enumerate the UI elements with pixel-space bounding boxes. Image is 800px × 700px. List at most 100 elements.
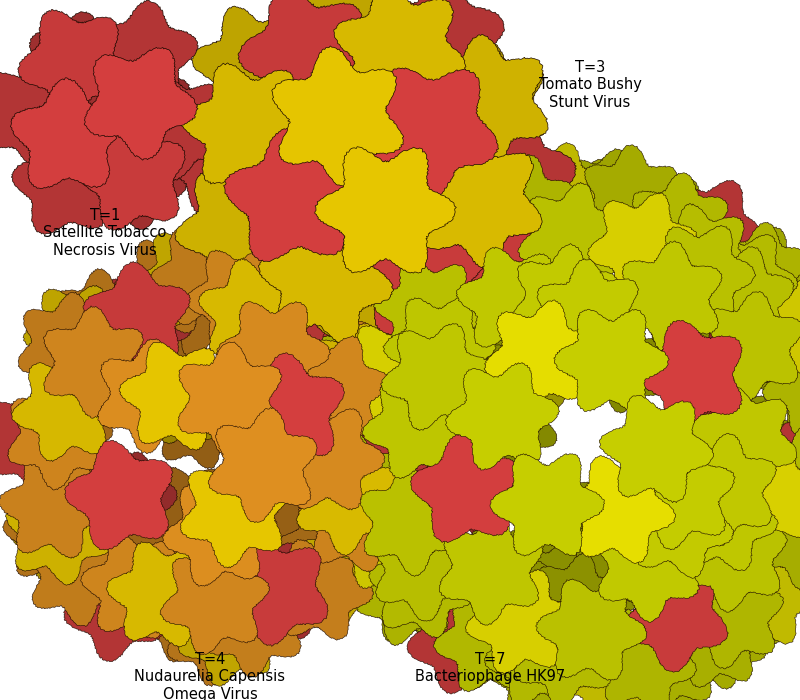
Polygon shape [404,181,504,284]
Polygon shape [204,569,302,678]
Polygon shape [86,452,178,545]
Polygon shape [730,281,800,382]
Polygon shape [250,0,366,111]
Polygon shape [174,164,307,290]
Polygon shape [142,467,238,554]
Polygon shape [478,158,574,260]
Polygon shape [386,267,485,358]
Polygon shape [466,569,576,674]
Polygon shape [730,448,800,547]
Polygon shape [424,34,548,169]
Polygon shape [743,481,800,578]
Polygon shape [312,431,412,521]
Polygon shape [0,456,108,559]
Polygon shape [327,485,435,589]
Polygon shape [562,456,676,564]
Polygon shape [649,204,755,312]
Polygon shape [687,566,782,668]
Polygon shape [584,164,679,265]
Polygon shape [404,302,492,400]
Polygon shape [370,478,468,569]
Polygon shape [558,525,654,614]
Text: T=7
Bacteriophage HK97: T=7 Bacteriophage HK97 [415,652,565,685]
Polygon shape [18,292,118,398]
Polygon shape [198,258,306,369]
Polygon shape [514,598,615,700]
Polygon shape [354,207,486,335]
Polygon shape [138,225,243,326]
Polygon shape [555,172,656,262]
Polygon shape [291,0,408,83]
Polygon shape [398,337,494,424]
Polygon shape [636,321,742,429]
Polygon shape [473,155,574,261]
Polygon shape [756,485,800,590]
Polygon shape [224,228,345,353]
Polygon shape [382,538,472,638]
Polygon shape [11,130,117,234]
Polygon shape [446,210,542,302]
Polygon shape [367,217,485,334]
Polygon shape [18,10,128,119]
Polygon shape [689,385,797,496]
Polygon shape [599,395,714,503]
Polygon shape [439,512,543,625]
Polygon shape [222,539,328,646]
Polygon shape [387,206,489,302]
Polygon shape [470,374,557,468]
Polygon shape [412,134,542,270]
Polygon shape [484,300,596,411]
Polygon shape [305,341,412,438]
Polygon shape [358,220,453,326]
Polygon shape [266,539,374,640]
Polygon shape [246,146,358,260]
Polygon shape [289,62,401,178]
Polygon shape [534,190,623,289]
Polygon shape [509,143,609,246]
Polygon shape [622,468,734,578]
Polygon shape [14,389,114,484]
Polygon shape [334,0,466,117]
Polygon shape [590,609,697,700]
Polygon shape [439,196,543,302]
Polygon shape [114,314,211,402]
Polygon shape [54,269,147,372]
Polygon shape [712,550,800,644]
Polygon shape [620,609,724,700]
Polygon shape [52,314,145,414]
Polygon shape [446,299,538,394]
Polygon shape [554,309,670,412]
Polygon shape [740,284,800,383]
Polygon shape [630,258,728,345]
Polygon shape [321,352,413,454]
Polygon shape [766,429,800,531]
Polygon shape [238,0,366,119]
Polygon shape [338,321,448,424]
Polygon shape [338,489,434,589]
Polygon shape [65,440,173,550]
Polygon shape [433,592,542,692]
Polygon shape [157,262,254,358]
Polygon shape [689,233,798,332]
Polygon shape [223,128,359,262]
Polygon shape [432,40,546,165]
Text: T=1
Satellite Tobacco
Necrosis Virus: T=1 Satellite Tobacco Necrosis Virus [43,208,166,258]
Polygon shape [22,366,122,455]
Polygon shape [709,222,800,329]
Polygon shape [356,541,459,645]
Polygon shape [452,113,576,237]
Polygon shape [579,318,666,413]
Polygon shape [298,466,408,572]
Polygon shape [305,435,404,536]
Polygon shape [191,74,314,184]
Polygon shape [518,182,625,292]
Polygon shape [296,444,399,556]
Polygon shape [380,522,478,617]
Polygon shape [77,120,186,230]
Polygon shape [254,253,356,354]
Polygon shape [452,528,549,617]
Polygon shape [87,131,187,230]
Polygon shape [700,291,800,402]
Polygon shape [595,615,698,700]
Polygon shape [257,366,347,460]
